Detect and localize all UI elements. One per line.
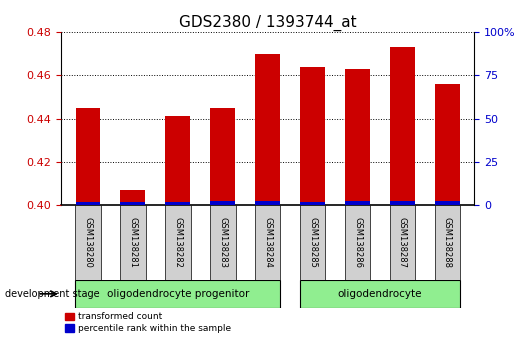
Bar: [390, 201, 415, 205]
Text: GSM138281: GSM138281: [128, 217, 137, 268]
Bar: [75, 280, 280, 308]
Bar: [345, 69, 370, 205]
Bar: [165, 205, 191, 280]
Bar: [255, 53, 280, 205]
Bar: [435, 205, 460, 280]
Title: GDS2380 / 1393744_at: GDS2380 / 1393744_at: [179, 14, 357, 30]
Text: GSM138288: GSM138288: [443, 217, 452, 268]
Text: GSM138286: GSM138286: [353, 217, 362, 268]
Bar: [435, 201, 460, 205]
Bar: [300, 205, 325, 280]
Bar: [345, 201, 370, 205]
Bar: [76, 108, 100, 205]
Bar: [344, 205, 370, 280]
Text: GSM138287: GSM138287: [398, 217, 407, 268]
Text: GSM138285: GSM138285: [308, 217, 317, 268]
Bar: [300, 280, 460, 308]
Text: oligodendrocyte progenitor: oligodendrocyte progenitor: [107, 289, 249, 299]
Bar: [120, 190, 145, 205]
Bar: [390, 47, 415, 205]
Bar: [120, 205, 146, 280]
Bar: [435, 84, 460, 205]
Text: GSM138283: GSM138283: [218, 217, 227, 268]
Bar: [75, 205, 101, 280]
Text: GSM138284: GSM138284: [263, 217, 272, 268]
Bar: [255, 205, 280, 280]
Bar: [390, 205, 416, 280]
Bar: [210, 205, 235, 280]
Bar: [300, 67, 325, 205]
Text: GSM138282: GSM138282: [173, 217, 182, 268]
Text: GSM138280: GSM138280: [83, 217, 92, 268]
Bar: [300, 202, 325, 205]
Bar: [165, 116, 190, 205]
Bar: [210, 108, 235, 205]
Text: development stage: development stage: [5, 289, 100, 299]
Bar: [120, 202, 145, 205]
Bar: [210, 201, 235, 205]
Legend: transformed count, percentile rank within the sample: transformed count, percentile rank withi…: [66, 313, 231, 333]
Bar: [76, 202, 100, 205]
Bar: [255, 201, 280, 205]
Bar: [165, 202, 190, 205]
Text: oligodendrocyte: oligodendrocyte: [338, 289, 422, 299]
